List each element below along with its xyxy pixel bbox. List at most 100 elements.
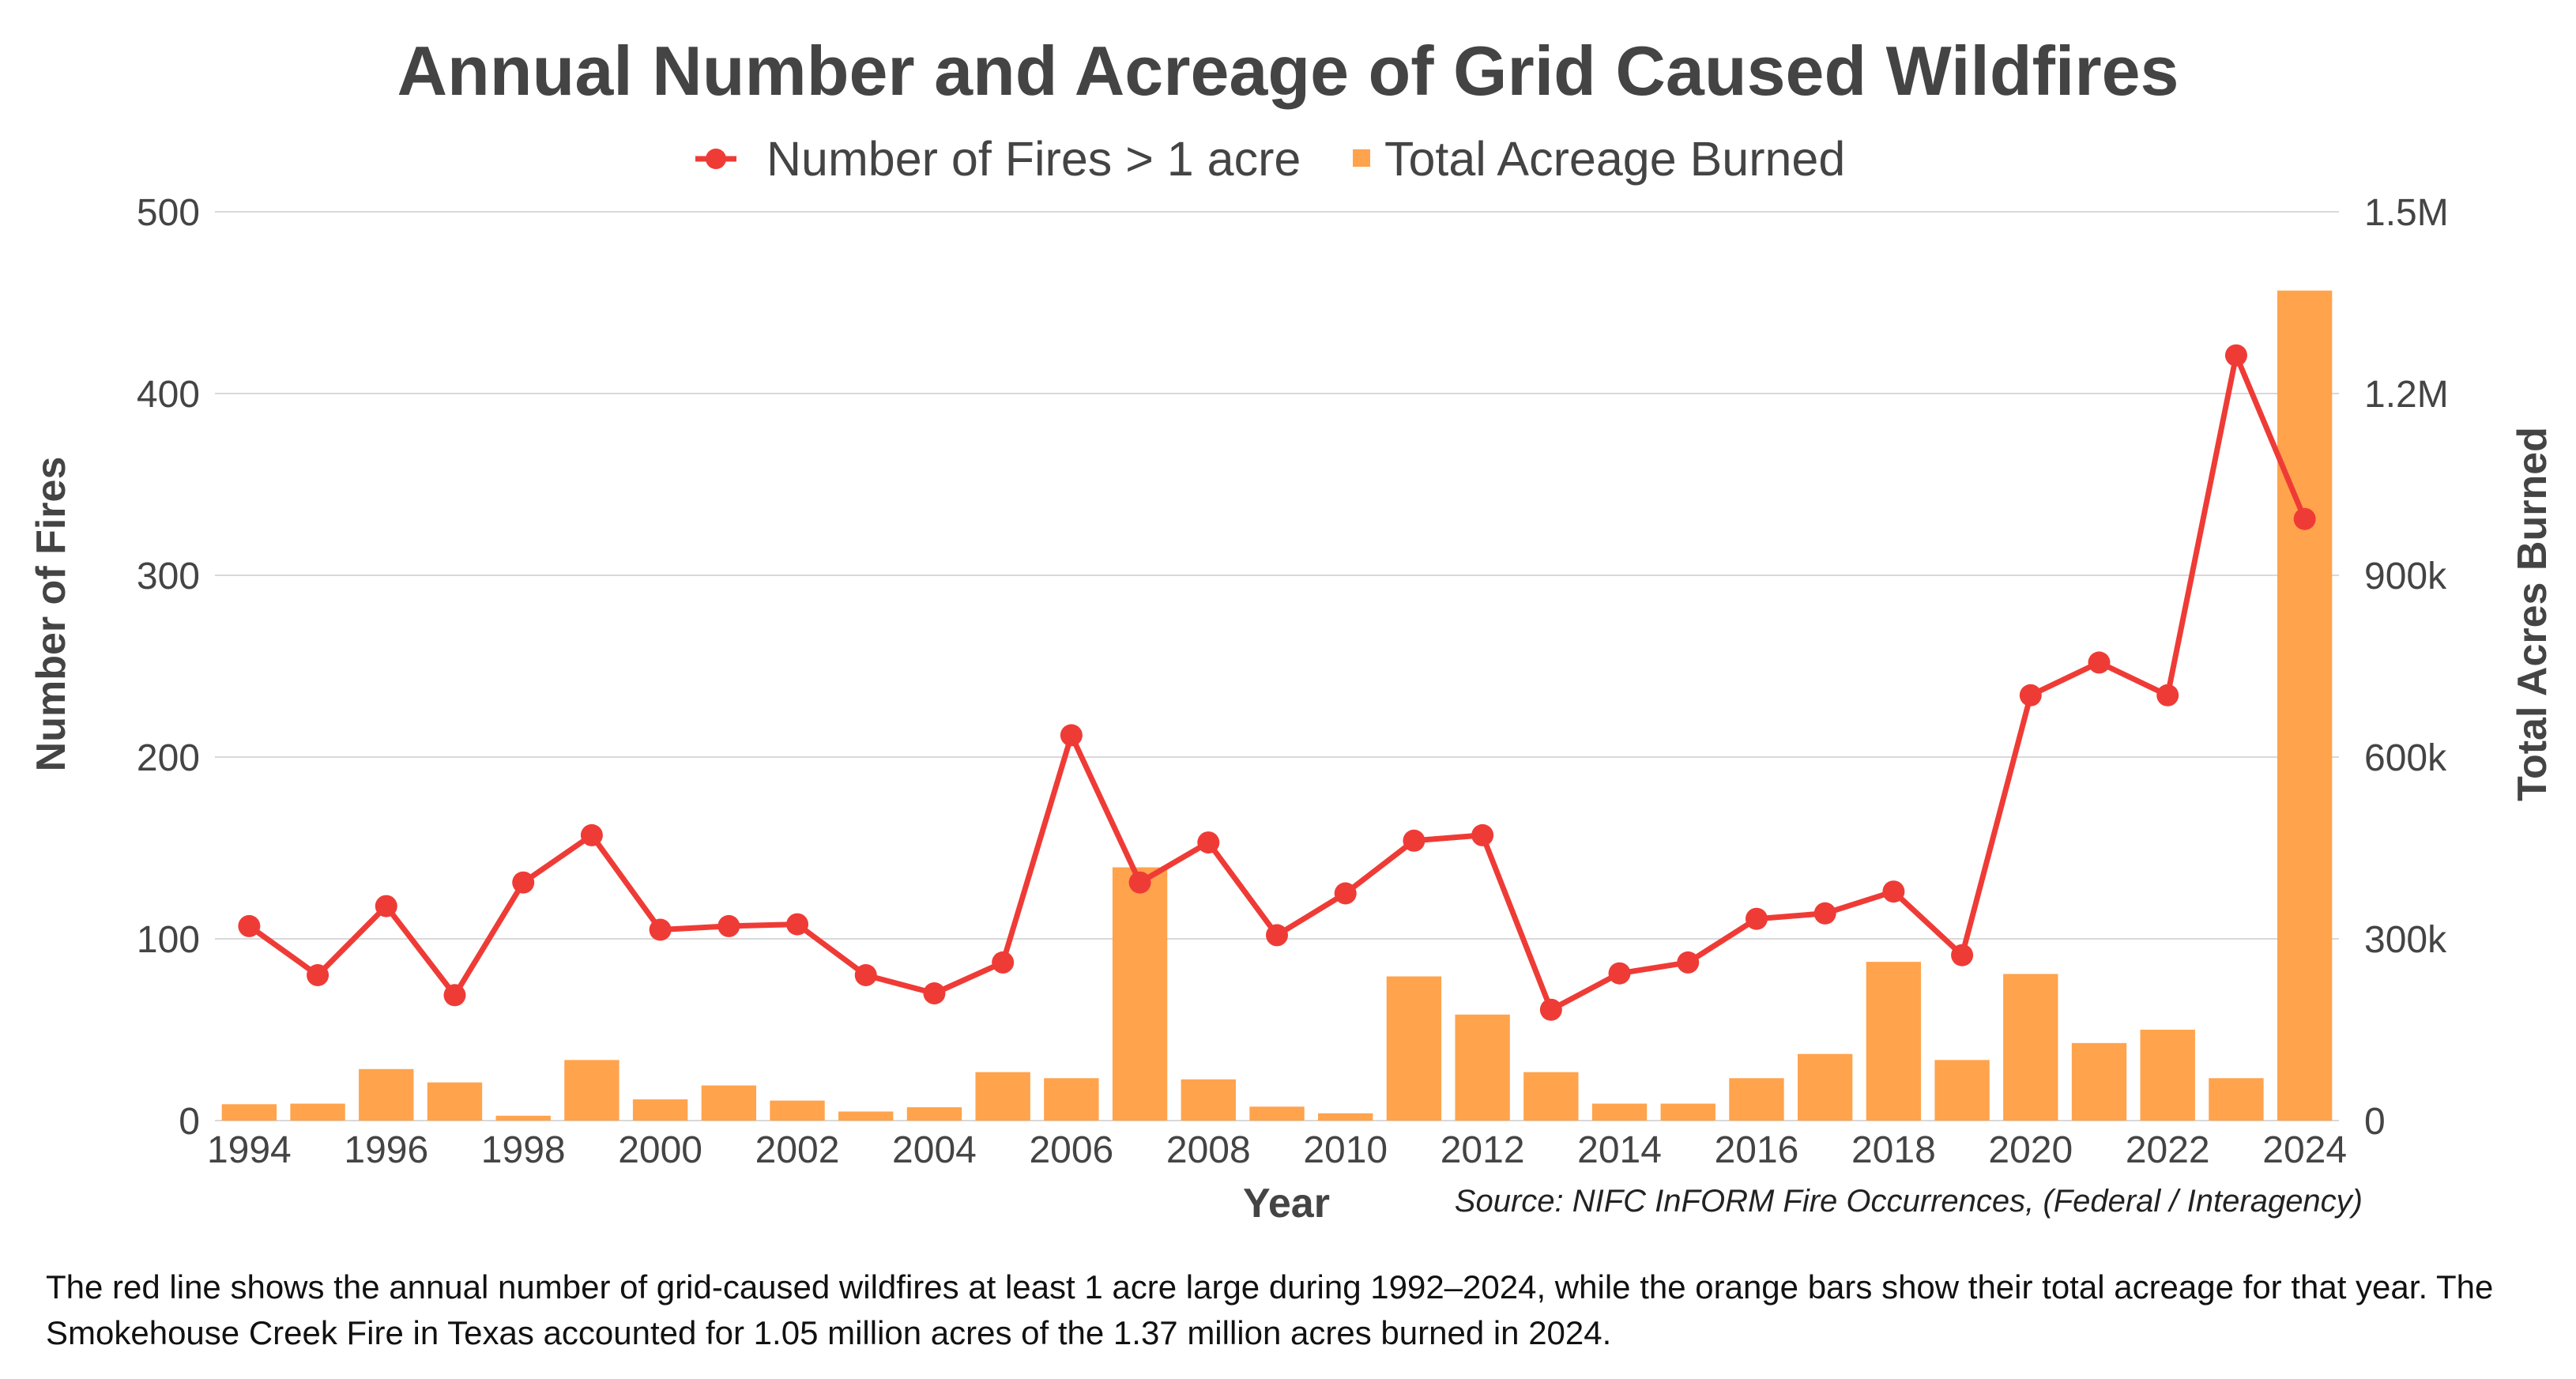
x-tick-label: 2008 xyxy=(1166,1129,1251,1171)
x-tick-label: 1994 xyxy=(207,1129,292,1171)
legend: Number of Fires > 1 acre Total Acreage B… xyxy=(695,132,1845,186)
acreage-bar xyxy=(1797,1053,1853,1121)
y-left-tick-label: 100 xyxy=(137,919,200,961)
y-left-tick-label: 0 xyxy=(179,1101,200,1143)
acreage-bar xyxy=(1386,976,1442,1121)
fires-point xyxy=(1882,880,1905,903)
right-axis-ticks: 0 300k 600k 900k 1.2M 1.5M xyxy=(2364,192,2449,1143)
y-right-tick-label: 900k xyxy=(2364,556,2447,597)
x-tick-label: 2006 xyxy=(1029,1129,1113,1171)
fires-point xyxy=(1266,924,1288,947)
acreage-bar xyxy=(1181,1079,1236,1121)
left-axis-ticks: 0 100 200 300 400 500 xyxy=(137,192,200,1143)
fires-point xyxy=(375,895,397,917)
x-axis-ticks: 1994 1996 1998 2000 2002 2004 2006 2008 2010 2012… xyxy=(207,1129,2347,1171)
y-right-tick-label: 300k xyxy=(2364,919,2447,961)
acreage-bar xyxy=(1044,1078,1099,1121)
acreage-bar xyxy=(701,1085,757,1121)
acreage-bar xyxy=(632,1099,688,1121)
x-tick-label: 2020 xyxy=(1988,1129,2073,1171)
acreage-bar xyxy=(1729,1078,1784,1121)
y-left-tick-label: 200 xyxy=(137,737,200,779)
fires-point xyxy=(717,914,740,937)
fires-point xyxy=(992,951,1015,974)
fires-point xyxy=(1951,944,1974,966)
legend-label-fires: Number of Fires > 1 acre xyxy=(766,132,1301,186)
acreage-bar xyxy=(427,1082,483,1121)
fires-point xyxy=(2088,651,2111,674)
y-right-tick-label: 0 xyxy=(2364,1101,2386,1143)
chart-title: Annual Number and Acreage of Grid Caused… xyxy=(397,32,2179,110)
fires-point xyxy=(1745,907,1768,930)
source-note: Source: NIFC InFORM Fire Occurrences, (F… xyxy=(1455,1184,2363,1219)
fires-point xyxy=(1128,871,1151,894)
acreage-bar xyxy=(906,1107,962,1121)
fires-point xyxy=(1813,902,1836,925)
fires-point xyxy=(443,984,466,1007)
fires-point xyxy=(1471,823,1494,846)
fires-line-series xyxy=(238,344,2316,1021)
y-right-tick-label: 600k xyxy=(2364,737,2447,779)
x-tick-label: 2018 xyxy=(1851,1129,1936,1171)
acreage-bar xyxy=(1249,1106,1305,1121)
acreage-bar xyxy=(1455,1014,1510,1121)
caption: The red line shows the annual number of … xyxy=(46,1268,2494,1351)
legend-label-acreage: Total Acreage Burned xyxy=(1384,132,1845,186)
fires-point xyxy=(1060,724,1083,747)
fires-point xyxy=(1334,882,1357,905)
acreage-bar xyxy=(1866,962,1922,1121)
acreage-bar xyxy=(1112,867,1168,1121)
x-tick-label: 2002 xyxy=(755,1129,840,1171)
fires-point xyxy=(2156,684,2179,706)
fires-point xyxy=(2019,684,2042,706)
fires-point xyxy=(1197,831,1220,854)
fires-point xyxy=(307,964,330,986)
right-axis-title: Total Acres Burned xyxy=(2510,427,2555,801)
fires-point xyxy=(580,823,603,846)
fires-point xyxy=(1403,829,1425,852)
acreage-bar xyxy=(495,1115,551,1121)
bars xyxy=(221,290,2333,1121)
y-left-tick-label: 300 xyxy=(137,556,200,597)
acreage-bar xyxy=(770,1100,825,1121)
acreage-bar xyxy=(1318,1113,1373,1121)
acreage-bar xyxy=(290,1103,345,1121)
acreage-bar xyxy=(838,1111,894,1121)
legend-bar-swatch xyxy=(1353,149,1370,167)
fires-point xyxy=(1608,962,1631,985)
fires-point xyxy=(649,918,672,941)
y-left-tick-label: 400 xyxy=(137,374,200,416)
fires-line xyxy=(247,352,2307,1013)
x-tick-label: 2022 xyxy=(2126,1129,2210,1171)
x-tick-label: 1996 xyxy=(344,1129,428,1171)
fires-point xyxy=(238,914,261,937)
x-tick-label: 2010 xyxy=(1303,1129,1388,1171)
y-right-tick-label: 1.5M xyxy=(2364,192,2449,234)
acreage-bar xyxy=(2003,974,2058,1121)
acreage-bar xyxy=(1523,1072,1579,1121)
acreage-bar xyxy=(1591,1103,1648,1121)
chart: Annual Number and Acreage of Grid Caused… xyxy=(28,32,2555,1225)
fires-point xyxy=(854,964,877,986)
acreage-bar xyxy=(1934,1060,1990,1121)
fires-point xyxy=(2224,344,2247,367)
acreage-bar xyxy=(359,1068,414,1121)
fires-point xyxy=(2293,507,2316,530)
x-tick-label: 2012 xyxy=(1441,1129,1525,1171)
x-tick-label: 2016 xyxy=(1715,1129,1799,1171)
acreage-bar xyxy=(2140,1030,2195,1121)
acreage-bar xyxy=(2277,290,2333,1121)
fires-point xyxy=(786,913,809,936)
acreage-bar xyxy=(975,1072,1030,1121)
x-axis-title: Year xyxy=(1243,1181,1330,1225)
acreage-bar xyxy=(1660,1103,1715,1121)
acreage-bar xyxy=(564,1060,620,1121)
x-tick-label: 2004 xyxy=(892,1129,977,1171)
legend-line-marker xyxy=(706,149,726,169)
fires-point xyxy=(923,982,946,1004)
fires-point xyxy=(512,871,535,894)
x-tick-label: 2024 xyxy=(2262,1129,2347,1171)
acreage-bar xyxy=(221,1104,277,1121)
x-tick-label: 2014 xyxy=(1577,1129,1662,1171)
x-tick-label: 2000 xyxy=(618,1129,702,1171)
